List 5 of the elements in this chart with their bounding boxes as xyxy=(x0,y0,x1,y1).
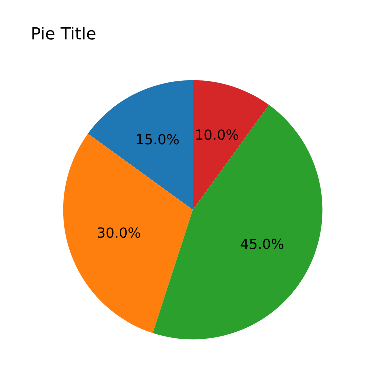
data-label: 15.0% xyxy=(137,134,180,145)
data-label: 30.0% xyxy=(98,228,140,238)
data-label: 10.0% xyxy=(196,130,238,140)
data-label: 45.0% xyxy=(240,238,284,250)
chart-title: Pie Title xyxy=(32,26,96,40)
